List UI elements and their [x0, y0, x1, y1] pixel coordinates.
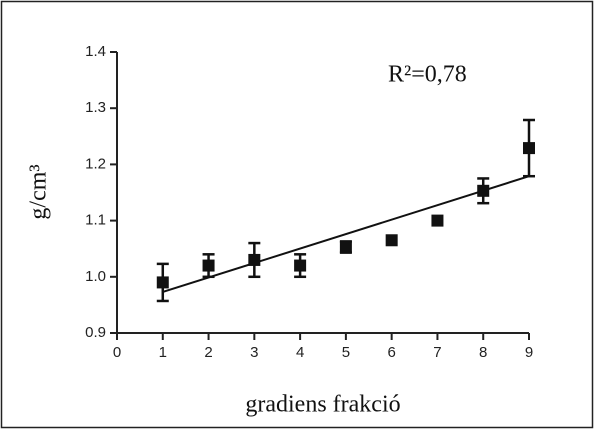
- x-tick-label: 7: [433, 344, 441, 361]
- trendline: [162, 175, 530, 293]
- point: [202, 259, 215, 272]
- point: [523, 142, 535, 155]
- x-tick-label: 3: [250, 344, 258, 361]
- point: [431, 214, 444, 227]
- x-tick-label: 1: [159, 344, 167, 361]
- point: [248, 253, 261, 266]
- r-squared: R²=0,78: [388, 62, 467, 88]
- x-tick-label: 8: [479, 344, 487, 361]
- y-tick-label: 1.1: [85, 212, 106, 229]
- x-tick-label: 4: [296, 344, 304, 361]
- point: [339, 241, 352, 254]
- x-tick-label: 6: [387, 344, 395, 361]
- y-tick-label: 1.0: [85, 268, 106, 285]
- y-tick-label: 1.3: [85, 99, 106, 116]
- y-axis-label: g/cm³: [26, 164, 52, 219]
- point: [294, 259, 307, 272]
- y-tick-label: 0.9: [85, 324, 106, 341]
- x-tick-label: 9: [525, 344, 533, 361]
- x-tick-label: 2: [204, 344, 212, 361]
- y-tick-label: 1.2: [85, 155, 106, 172]
- x-axis-label: gradiens frakció: [245, 392, 400, 418]
- x-tick-label: 5: [342, 344, 350, 361]
- point: [156, 276, 169, 289]
- y-tick-label: 1.4: [85, 43, 106, 60]
- point: [477, 184, 490, 197]
- x-tick-label: 0: [113, 344, 121, 361]
- point: [385, 234, 398, 247]
